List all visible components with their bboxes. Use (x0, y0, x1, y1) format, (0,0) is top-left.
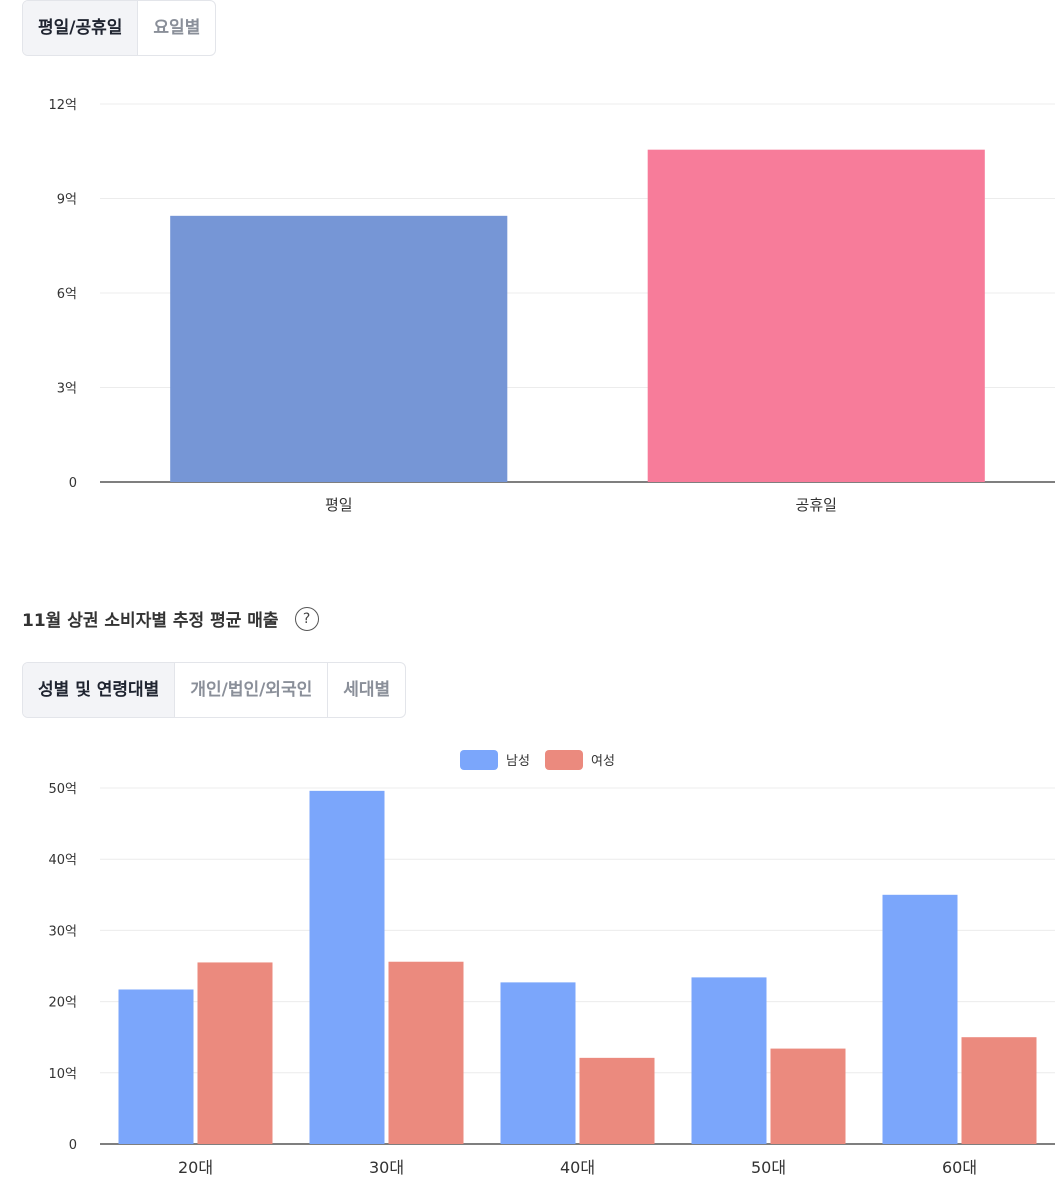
legend-swatch (545, 750, 583, 770)
x-tick-label: 30대 (369, 1158, 404, 1177)
bar (500, 982, 576, 1144)
tab-generation[interactable]: 세대별 (343, 680, 391, 700)
bar (882, 894, 958, 1144)
bar (118, 989, 194, 1144)
day-type-tabs: 평일/공휴일 요일별 (22, 0, 217, 56)
y-tick-label: 40억 (48, 853, 77, 868)
x-tick-label: 20대 (178, 1158, 213, 1177)
bar (647, 149, 985, 483)
y-tick-label: 3억 (57, 382, 77, 397)
bar (170, 215, 508, 482)
consumer-type-tabs: 성별 및 연령대별 개인/법인/외국인 세대별 (22, 662, 407, 718)
section-title-text: 11월 상권 소비자별 추정 평균 매출 (22, 611, 279, 631)
tab-individual-corp-foreign[interactable]: 개인/법인/외국인 (175, 663, 329, 717)
x-tick-label: 50대 (751, 1158, 786, 1177)
y-tick-label: 30억 (48, 924, 77, 939)
legend-swatch (460, 750, 498, 770)
bar (691, 977, 767, 1144)
y-tick-label: 0 (69, 476, 77, 491)
bar (309, 790, 385, 1144)
x-tick-label: 40대 (560, 1158, 595, 1177)
question-circle-icon[interactable]: ? (294, 606, 319, 631)
gender-age-chart: 0 10억 20억 30억 40억 50억 남성 여성 20대 30대 40대 50대 60대 (48, 750, 1055, 1177)
y-tick-label: 9억 (57, 193, 77, 208)
legend-label: 여성 (591, 754, 615, 769)
x-tick-label: 60대 (942, 1158, 977, 1177)
y-tick-label: 20억 (48, 996, 77, 1011)
y-tick-label: 10억 (48, 1067, 77, 1082)
x-tick-label: 평일 (325, 496, 353, 514)
bar (388, 961, 464, 1144)
tab-day-of-week[interactable]: 요일별 (153, 18, 201, 38)
bar (961, 1037, 1037, 1144)
tab-weekday-holiday[interactable]: 평일/공휴일 (23, 1, 139, 55)
section-title: 11월 상권 소비자별 추정 평균 매출 ? (22, 606, 319, 631)
tab-gender-age[interactable]: 성별 및 연령대별 (23, 663, 176, 717)
y-tick-label: 50억 (48, 782, 77, 797)
y-tick-label: 12억 (48, 98, 77, 113)
bar (579, 1057, 655, 1144)
bar (770, 1048, 846, 1144)
y-tick-label: 0 (69, 1138, 77, 1153)
legend-label: 남성 (506, 754, 530, 769)
x-tick-label: 공휴일 (796, 496, 837, 514)
bar (197, 962, 273, 1144)
y-tick-label: 6억 (57, 287, 77, 302)
